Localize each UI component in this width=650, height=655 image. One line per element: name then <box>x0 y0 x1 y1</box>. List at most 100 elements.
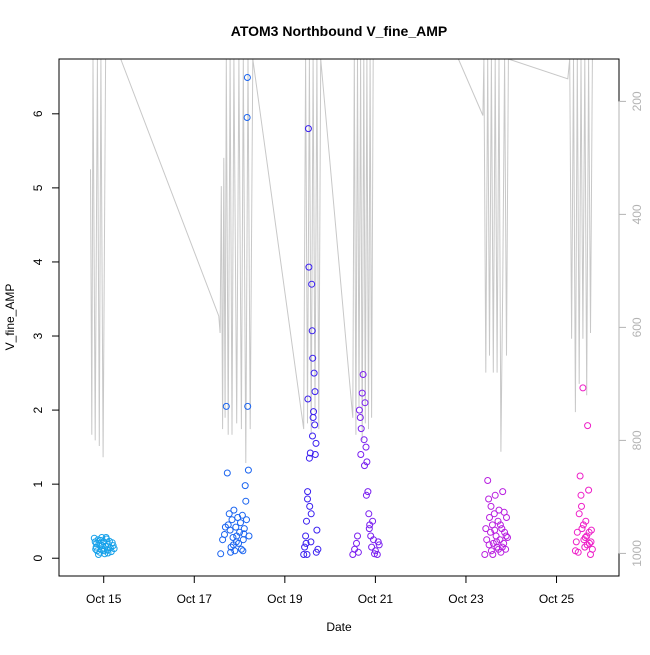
y-tick-label: 4 <box>31 258 45 265</box>
data-point <box>306 502 314 510</box>
data-point <box>95 551 102 558</box>
data-point <box>305 454 313 462</box>
data-point <box>489 551 497 558</box>
data-point <box>229 534 237 541</box>
data-point <box>577 491 585 499</box>
data-point <box>303 517 310 525</box>
data-point <box>504 534 511 541</box>
data-point <box>238 511 246 519</box>
data-point <box>481 551 489 558</box>
data-point <box>491 526 499 534</box>
y-axis-label: V_fine_AMP <box>3 284 17 351</box>
data-point <box>357 451 365 458</box>
x-tick-label: Oct 15 <box>86 592 122 606</box>
data-point <box>221 531 228 538</box>
data-point <box>371 547 379 555</box>
data-point <box>373 551 381 558</box>
data-point <box>579 384 587 392</box>
chart-title: ATOM3 Northbound V_fine_AMP <box>231 23 447 39</box>
data-point <box>581 534 589 541</box>
data-point <box>496 521 504 529</box>
right-depth-axis: 200 400 600 800 1000 <box>618 91 644 567</box>
data-point <box>304 488 312 496</box>
data-point <box>223 469 231 477</box>
data-point <box>502 532 510 540</box>
data-point <box>313 526 321 534</box>
data-point <box>227 548 235 556</box>
data-point <box>368 543 376 551</box>
y-tick-label: 6 <box>31 110 45 117</box>
x-tick-label: Oct 23 <box>448 592 484 606</box>
x-tick-label: Oct 25 <box>539 592 575 606</box>
data-point <box>309 432 316 440</box>
data-point <box>243 74 251 81</box>
data-point <box>311 451 319 458</box>
data-point <box>362 443 370 451</box>
data-point <box>225 510 233 518</box>
data-point <box>305 263 313 271</box>
data-point <box>501 528 509 536</box>
data-point <box>232 523 240 531</box>
data-point <box>222 402 230 410</box>
data-point <box>228 516 236 524</box>
y-tick-label: 1 <box>31 481 45 488</box>
data-point <box>306 449 314 457</box>
data-point <box>304 495 311 503</box>
data-point <box>109 542 117 550</box>
data-point <box>585 486 593 494</box>
data-point <box>576 472 584 480</box>
data-point <box>239 547 247 555</box>
data-point <box>575 510 583 518</box>
data-point <box>588 545 596 553</box>
data-point <box>500 508 508 516</box>
data-point <box>572 538 580 546</box>
data-point <box>584 422 592 430</box>
data-point <box>499 488 507 496</box>
data-point <box>579 521 587 529</box>
data-point <box>362 491 370 499</box>
y-tick-label: 3 <box>31 332 45 339</box>
data-point <box>240 530 248 538</box>
data-point <box>237 519 244 527</box>
data-point <box>110 545 118 553</box>
data-point <box>482 525 490 533</box>
data-point <box>244 402 252 410</box>
data-point <box>493 538 501 546</box>
data-point <box>243 516 250 524</box>
data-point <box>485 495 493 503</box>
data-point <box>578 525 586 533</box>
data-point <box>353 539 360 547</box>
data-point <box>573 528 581 536</box>
data-point <box>587 526 595 534</box>
data-point <box>307 510 315 518</box>
data-point <box>303 551 311 558</box>
data-point <box>309 354 317 362</box>
data-point <box>583 532 591 540</box>
y-axis: 0 1 2 3 4 5 6 <box>31 110 60 562</box>
data-point <box>491 491 499 499</box>
depth-trace-line <box>90 59 593 464</box>
data-point <box>354 548 362 556</box>
data-point <box>230 506 238 514</box>
data-point <box>312 439 320 447</box>
data-point <box>487 502 495 510</box>
data-point <box>500 539 508 547</box>
right-tick-label: 200 <box>630 91 644 111</box>
data-point <box>301 543 309 551</box>
right-tick-label: 1000 <box>630 540 644 567</box>
data-point <box>581 543 589 551</box>
data-point <box>241 482 249 490</box>
right-tick-label: 800 <box>630 430 644 450</box>
data-point <box>310 369 318 377</box>
data-point <box>242 497 250 505</box>
x-axis: Oct 15 Oct 17 Oct 19 Oct 21 Oct 23 Oct 25 <box>86 575 575 606</box>
plot-frame <box>58 58 620 577</box>
data-point <box>487 547 495 555</box>
y-tick-label: 0 <box>31 555 45 562</box>
data-point <box>582 517 590 525</box>
data-point <box>374 538 382 546</box>
data-point <box>244 466 252 474</box>
data-point <box>494 517 502 525</box>
data-point <box>237 545 245 553</box>
